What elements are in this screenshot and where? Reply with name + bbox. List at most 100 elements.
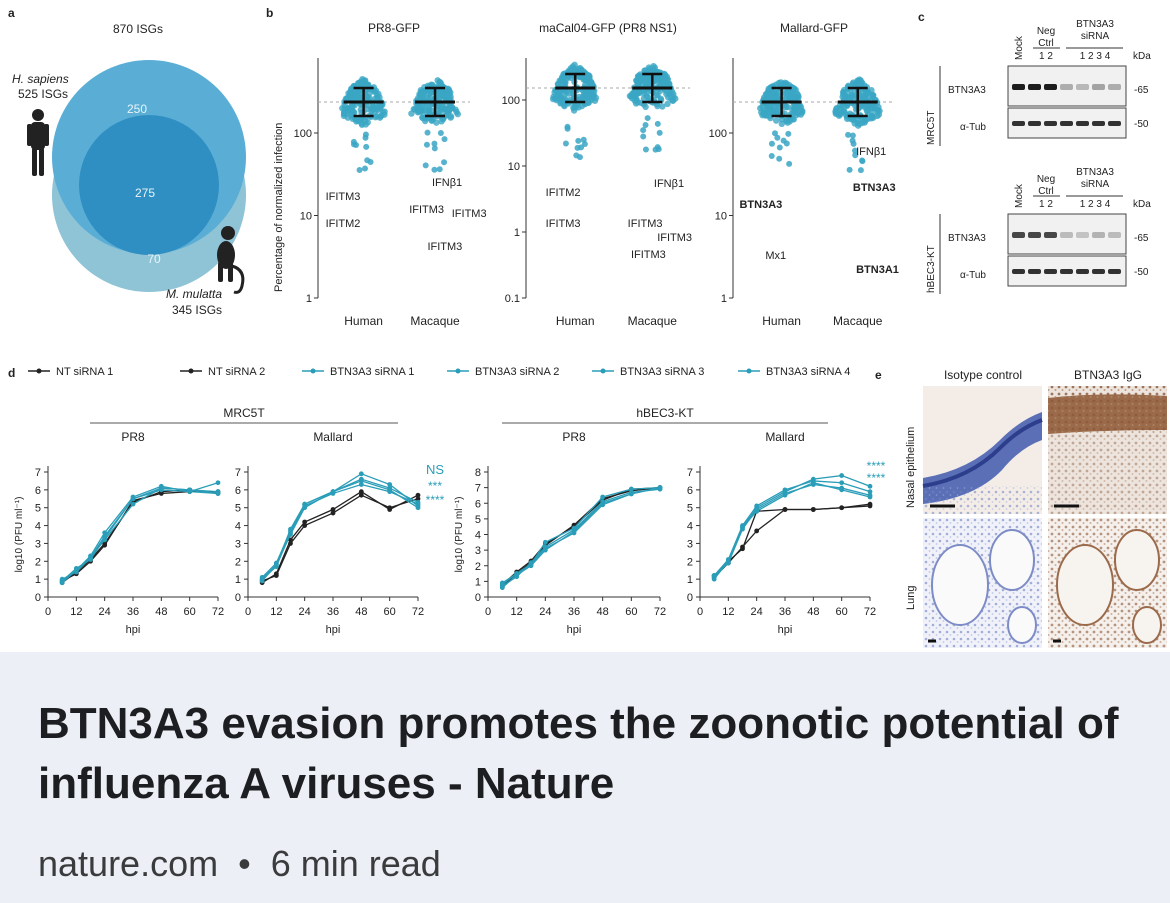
hit-gene-label: IFITM3: [628, 218, 663, 230]
x-tick-label: 60: [384, 606, 396, 618]
article-title[interactable]: BTN3A3 evasion promotes the zoonotic pot…: [38, 699, 1119, 808]
data-point: [840, 88, 847, 96]
row-label-nasal: Nasal epithelium: [905, 427, 917, 508]
y-tick-label: 3: [475, 545, 481, 557]
data-point: [580, 136, 587, 143]
y-tick-label: 5: [687, 503, 693, 515]
data-point: [353, 118, 360, 125]
legend-label: BTN3A3 siRNA 2: [475, 366, 559, 378]
venn-macaque-only-count: 70: [147, 252, 161, 266]
venn-title: 870 ISGs: [113, 22, 163, 36]
series-point: [810, 507, 816, 512]
article-meta: nature.com • 6 min read: [38, 842, 441, 886]
y-tick-label: 1: [514, 227, 520, 239]
series-point: [867, 494, 873, 500]
data-point: [875, 111, 883, 118]
y-tick-label: 7: [475, 483, 481, 495]
hit-gene-label: Mx1: [765, 250, 786, 262]
band-btn3a3: [1044, 232, 1057, 238]
dot-plot-1: PR8-GFP 1 10 100 Human Macaque IFITM3 IFITM2 IFN…: [294, 21, 487, 328]
y-tick-label: 100: [294, 128, 312, 140]
series-point: [725, 558, 731, 564]
y-tick-label: 0: [475, 592, 481, 604]
data-point: [631, 97, 639, 104]
figure-image[interactable]: a 870 ISGs 250 275 70 H. sapiens 525 ISG…: [0, 0, 1170, 652]
series-point: [839, 487, 845, 493]
series-point: [387, 487, 393, 493]
series-point: [415, 496, 421, 502]
x-axis-label: hpi: [778, 624, 793, 636]
y-tick-label: 5: [475, 514, 481, 526]
series-point: [358, 478, 364, 484]
data-point: [778, 120, 785, 128]
data-point: [422, 162, 429, 169]
data-point: [374, 94, 381, 101]
y-tick-label: 1: [306, 293, 312, 305]
y-tick-label: 1: [235, 574, 241, 586]
series-line: [501, 488, 661, 587]
y-tick-label: 3: [35, 538, 41, 550]
data-point: [858, 119, 866, 127]
y-tick-label: 10: [508, 161, 520, 173]
x-tick-label: 60: [836, 606, 848, 618]
x-tick-label: 36: [127, 606, 139, 618]
link-preview-caption[interactable]: [0, 652, 1170, 903]
data-point: [791, 106, 798, 114]
lane-numbers-neg: 1 2: [1039, 199, 1053, 210]
series-line: [261, 494, 419, 582]
col-label-btn3a3-igg: BTN3A3 IgG: [1074, 368, 1142, 382]
dot-cloud-macaque: [408, 77, 461, 173]
series-point: [542, 546, 548, 551]
panel-c-letter: c: [918, 10, 925, 24]
band-btn3a3: [1060, 232, 1073, 238]
y-tick-label: 4: [235, 521, 241, 533]
y-tick-label: 2: [475, 561, 481, 573]
series-point: [740, 524, 745, 530]
lane-label-mock: Mock: [1014, 35, 1025, 60]
panel-d: d NT siRNA 1 NT siRNA 2 BTN3A3 siRNA 1 BTN3…: [8, 366, 886, 636]
data-point: [864, 115, 871, 123]
dot-plot-title: PR8-GFP: [368, 21, 420, 35]
data-point: [869, 92, 877, 100]
panel-d-letter: d: [8, 366, 15, 380]
data-point: [796, 102, 803, 109]
significance-stars: ****: [426, 493, 445, 507]
data-point: [441, 159, 448, 166]
blot-membrane-top: [1007, 213, 1127, 255]
band-label-tubulin: α-Tub: [960, 270, 986, 281]
mw-marker-50: -50: [1134, 119, 1149, 130]
legend-item: NT siRNA 1: [28, 366, 113, 378]
data-point: [359, 75, 366, 83]
x-tick-label: 36: [779, 606, 791, 618]
data-point: [431, 166, 438, 173]
data-point: [775, 79, 783, 87]
series-line: [501, 486, 661, 585]
band-btn3a3: [1092, 232, 1105, 238]
dot-plot-2: maCal04-GFP (PR8 NS1) 0.1 1 10 100 Human Macaq…: [502, 21, 692, 328]
series-line: [261, 480, 419, 582]
x-tick-label: 12: [511, 606, 523, 618]
data-point: [850, 140, 857, 147]
y-tick-label: 2: [235, 556, 241, 568]
band-tubulin: [1060, 269, 1073, 274]
series-line: [261, 473, 419, 578]
data-point: [640, 133, 647, 140]
band-btn3a3: [1076, 232, 1089, 238]
data-point: [437, 129, 444, 136]
hit-gene-label: IFITM2: [546, 187, 581, 199]
band-label-btn3a3: BTN3A3: [948, 85, 986, 96]
band-tubulin: [1108, 269, 1121, 274]
series-point: [514, 571, 520, 576]
kda-label: kDa: [1133, 199, 1151, 210]
series-point: [288, 537, 293, 543]
x-tick-label: 0: [697, 606, 703, 618]
hit-gene-label: IFNβ1: [654, 178, 684, 190]
series-point: [158, 485, 164, 491]
series-point: [302, 519, 308, 525]
x-tick-label: 12: [270, 606, 282, 618]
